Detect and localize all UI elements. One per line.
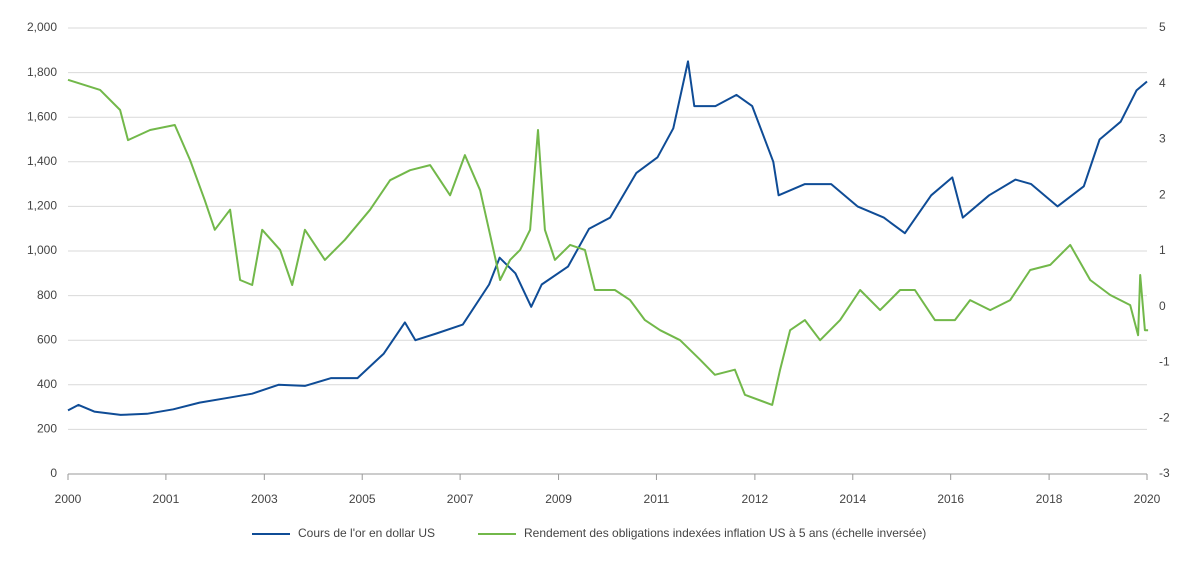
series-line bbox=[67, 78, 1149, 406]
y-tick-label: 1,200 bbox=[27, 199, 57, 213]
y2-tick-label: -1 bbox=[1159, 355, 1170, 369]
x-tick-label: 2003 bbox=[251, 492, 278, 506]
x-tick-label: 2020 bbox=[1134, 492, 1161, 506]
y-tick-label: 1,400 bbox=[27, 154, 57, 168]
y2-tick-label: 0 bbox=[1159, 299, 1166, 313]
y2-tick-label: -3 bbox=[1159, 466, 1170, 480]
x-tick-label: 2005 bbox=[349, 492, 376, 506]
legend-label: Rendement des obligations indexées infla… bbox=[524, 526, 926, 540]
y2-tick-label: 4 bbox=[1159, 76, 1166, 90]
x-tick-label: 2018 bbox=[1036, 492, 1063, 506]
y-tick-label: 400 bbox=[37, 377, 57, 391]
y-tick-label: 1,000 bbox=[27, 243, 57, 257]
x-tick-label: 2016 bbox=[937, 492, 964, 506]
y2-tick-label: -2 bbox=[1159, 410, 1170, 424]
y2-tick-label: 5 bbox=[1159, 20, 1166, 34]
x-tick-label: 2001 bbox=[153, 492, 180, 506]
y-tick-label: 2,000 bbox=[27, 20, 57, 34]
legend-label: Cours de l'or en dollar US bbox=[298, 526, 435, 540]
x-tick-label: 2014 bbox=[839, 492, 866, 506]
y-tick-label: 200 bbox=[37, 422, 57, 436]
y2-tick-label: 3 bbox=[1159, 132, 1166, 146]
y-tick-label: 0 bbox=[50, 466, 57, 480]
y-tick-label: 1,600 bbox=[27, 109, 57, 123]
x-tick-label: 2009 bbox=[545, 492, 572, 506]
series-line bbox=[67, 60, 1148, 416]
x-tick-label: 2000 bbox=[55, 492, 82, 506]
x-tick-label: 2007 bbox=[447, 492, 474, 506]
y-tick-label: 600 bbox=[37, 332, 57, 346]
x-tick-label: 2012 bbox=[742, 492, 769, 506]
y2-tick-label: 2 bbox=[1159, 187, 1166, 201]
y2-tick-label: 1 bbox=[1159, 243, 1166, 257]
y-tick-label: 1,800 bbox=[27, 65, 57, 79]
x-tick-label: 2011 bbox=[644, 492, 670, 506]
y-tick-label: 800 bbox=[37, 288, 57, 302]
